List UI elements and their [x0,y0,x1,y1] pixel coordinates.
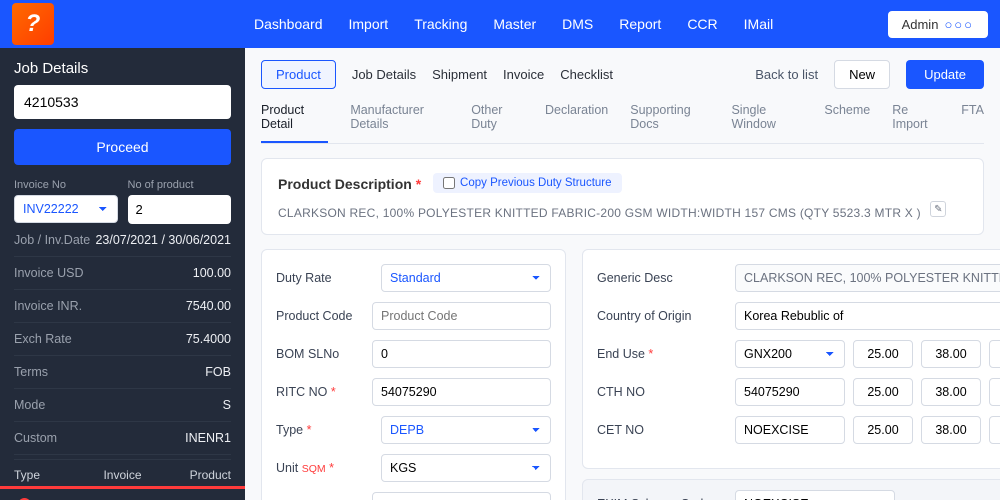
info-line: TermsFOB [14,356,231,389]
subtab[interactable]: Re Import [892,103,939,143]
field[interactable]: Korea Rebublic of [735,302,1000,330]
nav-dms[interactable]: DMS [562,16,593,32]
error-bar: ! WE ENCOUNTERED AN ERROR × [14,489,231,500]
update-button[interactable]: Update [906,60,984,89]
field-unit[interactable]: KGS [381,454,551,482]
nav-imail[interactable]: IMail [744,16,774,32]
field-type[interactable]: DEPB [381,416,551,444]
info-line: Invoice INR.7540.00 [14,290,231,323]
subtab[interactable]: Scheme [824,103,870,143]
invoice-no-select[interactable]: INV22222 [14,195,118,223]
edit-icon[interactable] [930,201,946,217]
duty-form-right-top: Generic DescCountry of OriginKorea Rebub… [582,249,1000,469]
sidebar: Job Details Proceed Invoice No INV22222 … [0,48,245,500]
subtab[interactable]: Single Window [731,103,802,143]
field-unit-price[interactable] [372,492,551,500]
info-line: Job / Inv.Date23/07/2021 / 30/06/2021 [14,224,231,257]
content-area: Product Job Details Shipment Invoice Che… [245,48,1000,500]
duty-form-left: Duty RateStandardProduct CodeBOM SLNoRIT… [261,249,566,500]
nav-ccr[interactable]: CCR [687,16,717,32]
info-line: Exch Rate75.4000 [14,323,231,356]
pd-head: Product Description * [278,176,425,192]
tab-shipment[interactable]: Shipment [432,67,487,82]
admin-label: Admin [902,17,939,32]
sidebar-table-head: Type Invoice Product [14,459,231,482]
topbar: ? Dashboard Import Tracking Master DMS Report… [0,0,1000,48]
no-of-product-input[interactable] [128,195,232,224]
info-line: CustomINENR1 [14,422,231,455]
admin-menu-button[interactable]: Admin ○○○ [888,11,988,38]
subtab[interactable]: Manufacturer Details [350,103,449,143]
new-button[interactable]: New [834,60,890,89]
duty-form-right-bottom: EXIM Scheme CodeEXIM Scheme CodeScheme N… [582,479,1000,500]
tab-checklist[interactable]: Checklist [560,67,613,82]
field-product-code[interactable] [372,302,551,330]
nav-report[interactable]: Report [619,16,661,32]
info-line: Invoice USD100.00 [14,257,231,290]
subtab[interactable]: Supporting Docs [630,103,709,143]
pd-text: CLARKSON REC, 100% POLYESTER KNITTED FAB… [278,201,967,220]
primary-tabs: Product Job Details Shipment Invoice Che… [261,60,984,89]
app-logo: ? [12,3,54,45]
field-ritc-no[interactable] [372,378,551,406]
back-to-list-link[interactable]: Back to list [755,67,818,82]
field-bom-slno[interactable] [372,340,551,368]
nav-import[interactable]: Import [349,16,389,32]
secondary-tabs: Product Detail Manufacturer Details Other … [261,103,984,144]
tab-job-details[interactable]: Job Details [352,67,416,82]
more-icon: ○○○ [944,17,974,32]
info-line: ModeS [14,389,231,422]
nav-master[interactable]: Master [493,16,536,32]
subtab[interactable]: Other Duty [471,103,523,143]
nav-dashboard[interactable]: Dashboard [254,16,323,32]
subtab[interactable]: Declaration [545,103,608,143]
proceed-button[interactable]: Proceed [14,129,231,165]
tab-invoice[interactable]: Invoice [503,67,544,82]
tab-product[interactable]: Product [261,60,336,89]
nav-tracking[interactable]: Tracking [414,16,467,32]
no-of-product-label: No of product [128,179,232,191]
field-duty-rate[interactable]: Standard [381,264,551,292]
invoice-no-label: Invoice No [14,179,118,191]
subtab[interactable]: FTA [961,103,984,143]
sidebar-title: Job Details [14,60,231,77]
copy-duty-checkbox[interactable]: Copy Previous Duty Structure [433,173,621,193]
product-description-panel: Product Description * Copy Previous Duty… [261,158,984,235]
job-no-input[interactable] [14,85,231,119]
field[interactable] [735,264,1000,292]
top-nav: Dashboard Import Tracking Master DMS Report CC… [254,16,773,32]
subtab[interactable]: Product Detail [261,103,328,143]
